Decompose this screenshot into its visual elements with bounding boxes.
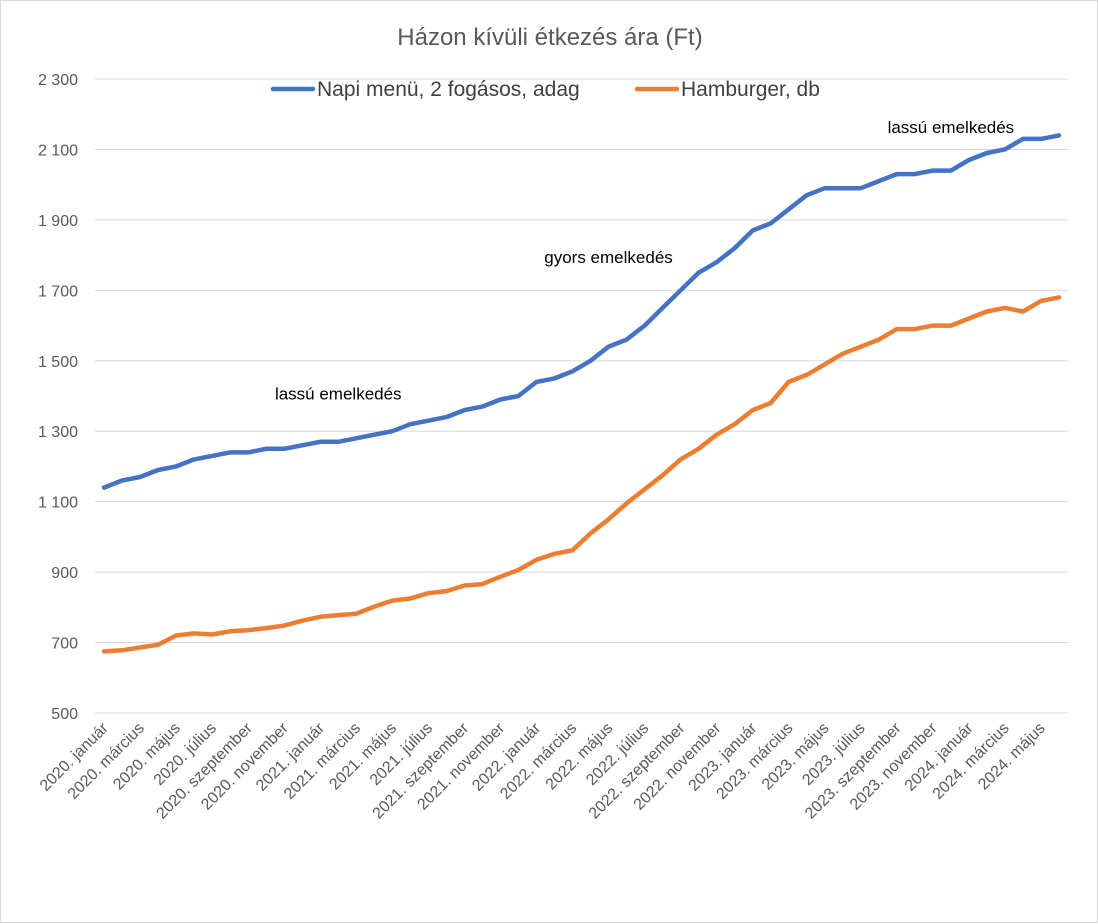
y-tick-label: 2 100	[38, 142, 78, 159]
y-tick-label: 1 700	[38, 283, 78, 300]
series-line-1	[101, 133, 1062, 490]
legend-label: Napi menü, 2 fogásos, adag	[317, 78, 580, 101]
series-line-2	[101, 295, 1062, 654]
y-axis-ticks: 500 700 900 1 100 1 300 1 500 1 700 1 900 2 100 2…	[38, 72, 78, 723]
y-tick-label: 1 300	[38, 424, 78, 441]
series-lines	[101, 133, 1062, 654]
y-tick-label: 2 300	[38, 72, 78, 89]
y-tick-label: 1 100	[38, 495, 78, 512]
annotation-label: lassú emelkedés	[888, 118, 1015, 137]
annotation-label: lassú emelkedés	[275, 385, 402, 404]
gridlines	[95, 78, 1068, 714]
annotations: lassú emelkedés gyors emelkedés lassú emel…	[275, 118, 1014, 404]
annotation-label: gyors emelkedés	[544, 248, 673, 267]
y-tick-label: 700	[51, 636, 78, 653]
chart-title: Házon kívüli étkezés ára (Ft)	[397, 24, 702, 51]
y-tick-label: 1 500	[38, 354, 78, 371]
legend-item-2[interactable]: Hamburger, db	[634, 78, 820, 101]
y-tick-label: 1 900	[38, 213, 78, 230]
y-tick-label: 900	[51, 565, 78, 582]
legend-item-1[interactable]: Napi menü, 2 fogásos, adag	[270, 78, 580, 101]
legend-label: Hamburger, db	[681, 78, 820, 101]
y-tick-label: 500	[51, 706, 78, 723]
legend[interactable]: Napi menü, 2 fogásos, adag Hamburger, db	[270, 78, 820, 101]
